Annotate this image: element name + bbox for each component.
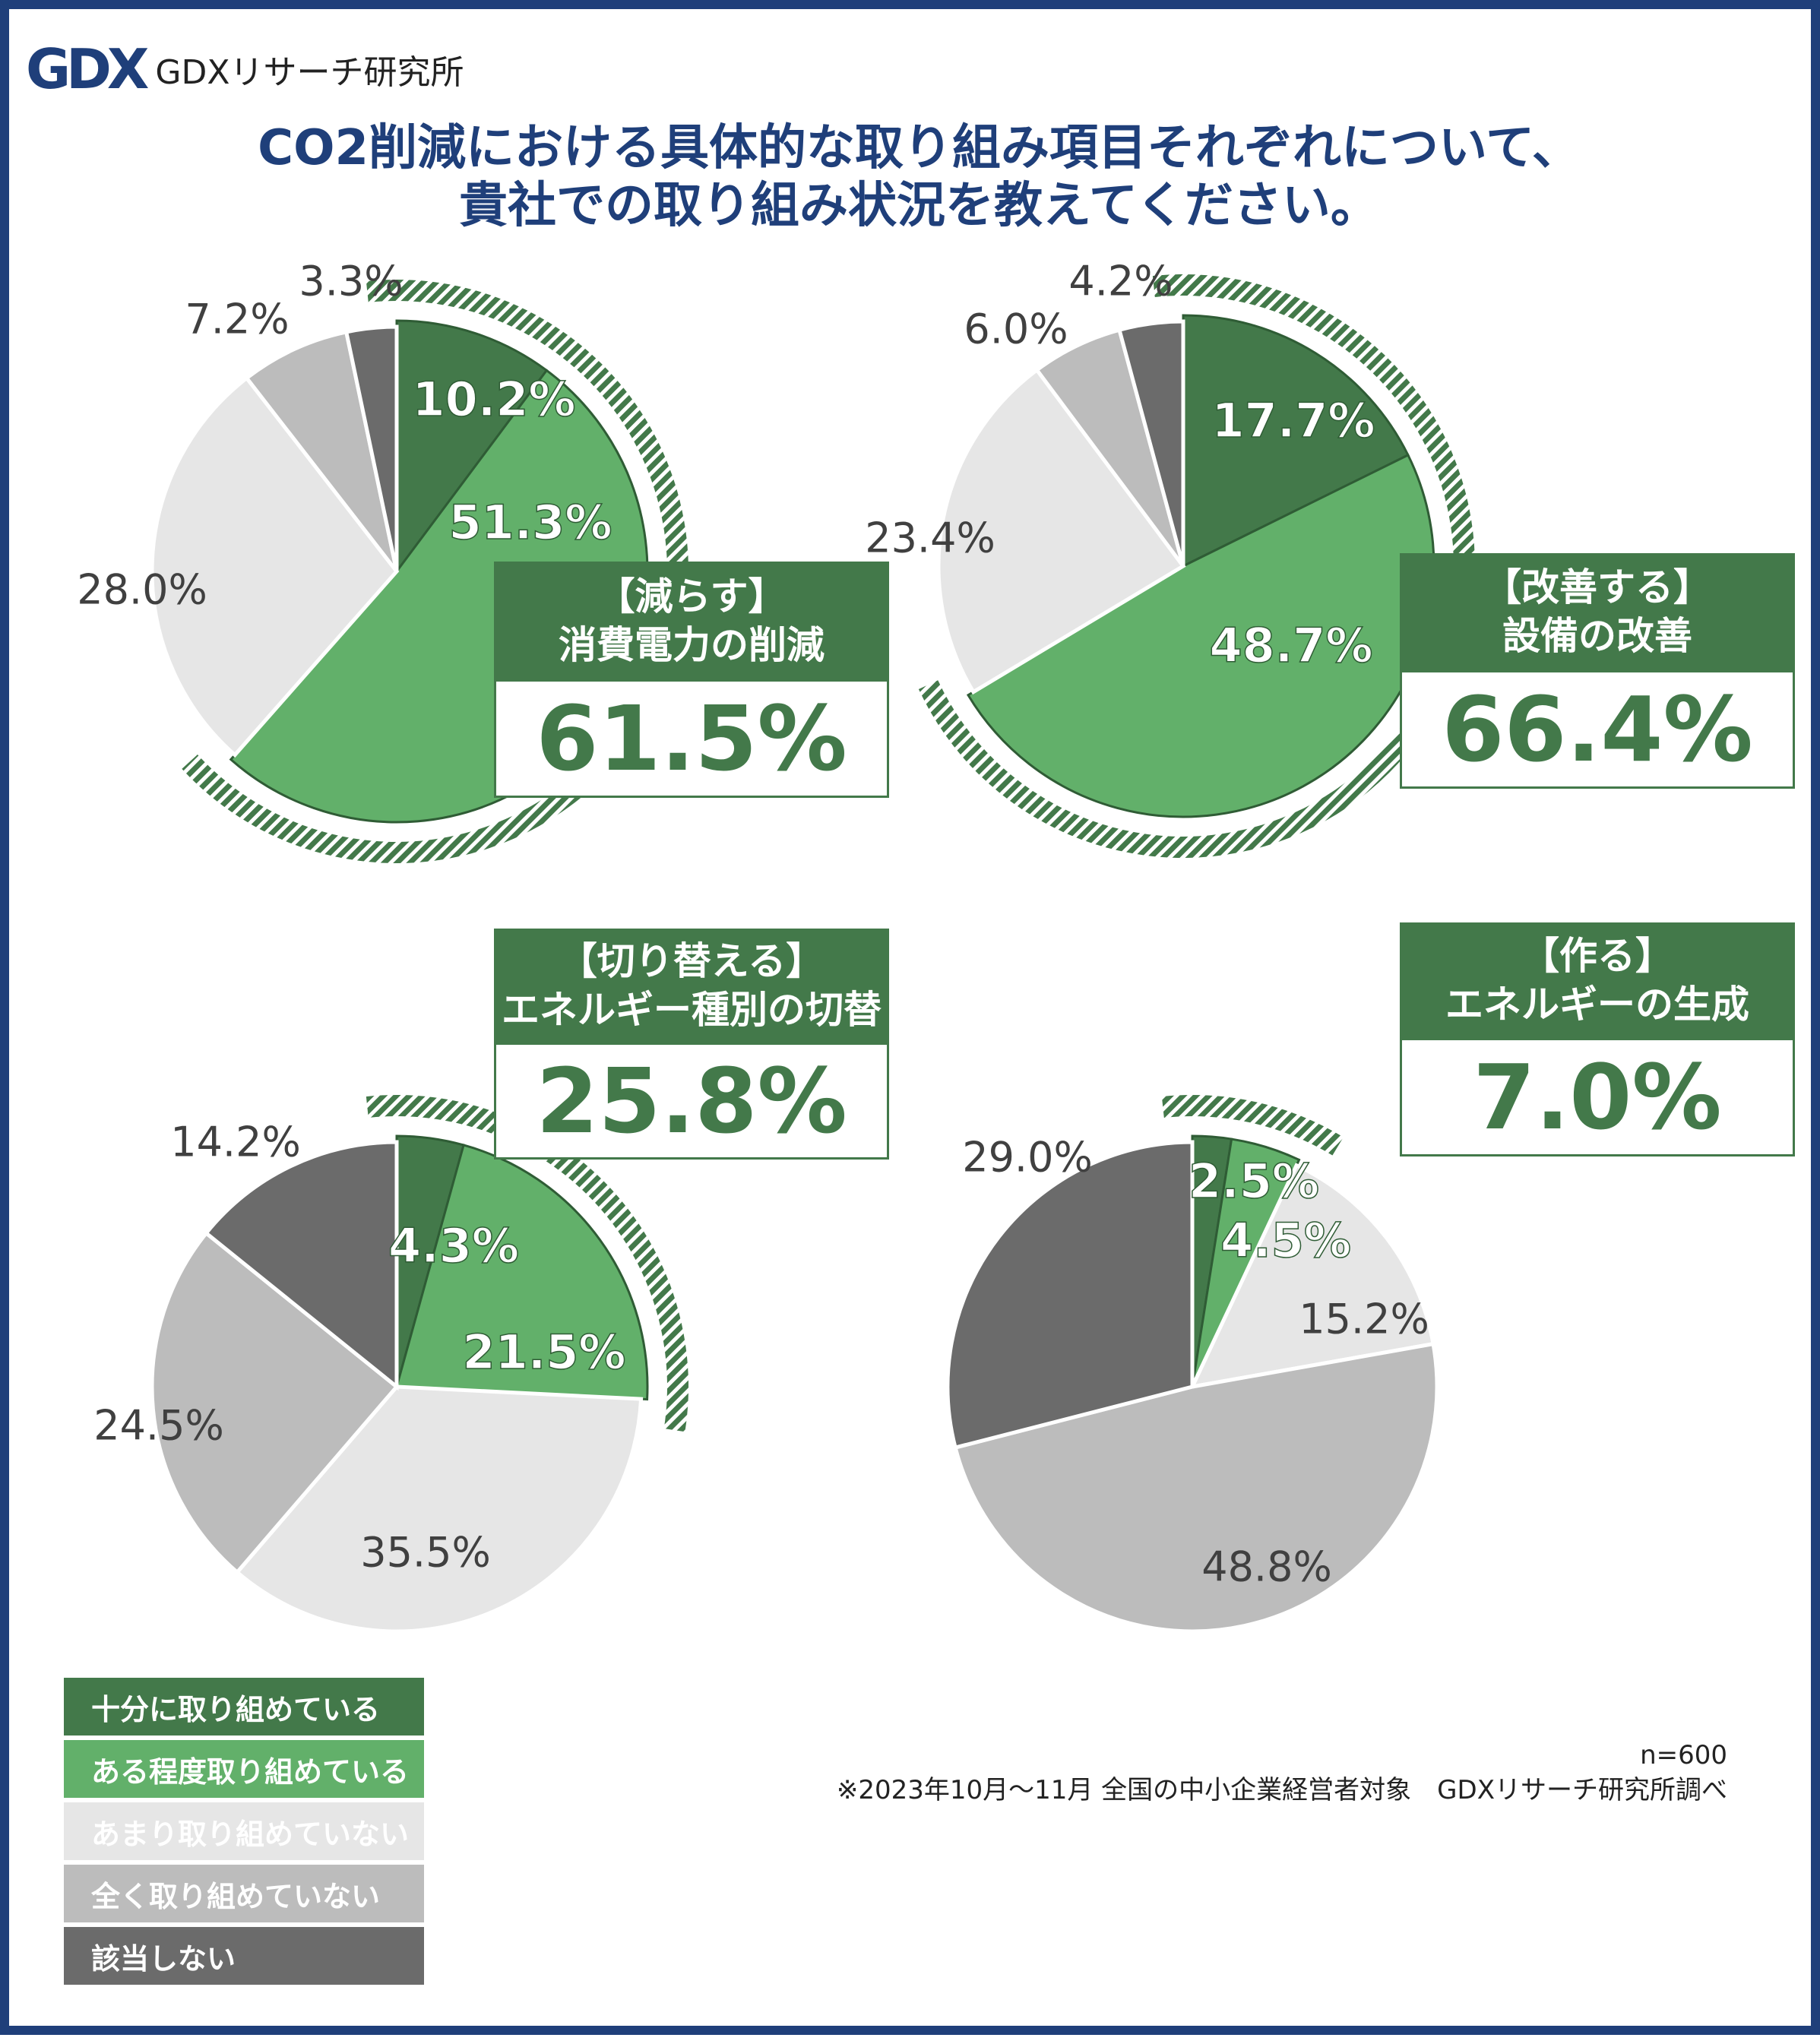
- pie-chart-3: 4.3% 21.5% 35.5% 24.5% 14.2%: [93, 1094, 689, 1634]
- slice-label-full: 10.2%: [412, 372, 575, 427]
- legend-label: 全く取り組めていない: [91, 1879, 381, 1913]
- callout-4-heading: 【作る】 エネルギーの生成: [1400, 922, 1795, 1038]
- slice-label-somewhat: 21.5%: [462, 1324, 625, 1380]
- callout-4-category: 【作る】: [1521, 934, 1673, 978]
- legend: 十分に取り組めている ある程度取り組めている あまり取り組めていない 全く取り組…: [64, 1678, 424, 1989]
- slice-full: [1182, 314, 1410, 568]
- pie-chart-2: 17.7% 48.7% 23.4% 6.0%4.2%: [865, 258, 1475, 858]
- highlight-arc: [1161, 1094, 1344, 1156]
- callout-2-heading: 【改善する】 設備の改善: [1400, 553, 1795, 670]
- logo-mark: GDX: [26, 37, 149, 101]
- logo: GDX GDXリサーチ研究所: [26, 37, 464, 101]
- callout-3-heading: 【切り替える】 エネルギー種別の切替: [494, 929, 889, 1043]
- title-line-1: CO2削減における具体的な取り組み項目それぞれについて、: [258, 120, 1581, 176]
- legend-label: ある程度取り組めている: [91, 1754, 410, 1789]
- slice-not-at-all: [953, 1341, 1439, 1634]
- slice-label-full: 4.3%: [388, 1218, 519, 1274]
- slice-na: [1116, 319, 1185, 567]
- slice-label-na: 4.2%: [1068, 258, 1173, 305]
- legend-item-full: 十分に取り組めている: [64, 1678, 424, 1736]
- slice-na: [945, 1140, 1195, 1451]
- slice-label-na: 14.2%: [170, 1119, 301, 1166]
- legend-label: あまり取り組めていない: [91, 1817, 410, 1851]
- callout-2-category: 【改善する】: [1483, 565, 1711, 609]
- pie-chart-4: 2.5%4.5% 15.2% 48.8% 29.0%: [945, 1094, 1439, 1634]
- slice-somewhat: [1191, 1137, 1301, 1387]
- callout-1-category: 【減らす】: [597, 574, 787, 619]
- legend-item-somewhat: ある程度取り組めている: [64, 1740, 424, 1798]
- slice-label-not-much: 28.0%: [77, 566, 207, 614]
- slice-label-na: 3.3%: [299, 258, 403, 305]
- slice-not-at-all: [150, 1230, 400, 1575]
- callout-1-item: 消費電力の削減: [559, 622, 825, 667]
- slice-label-not-at-all: 24.5%: [93, 1402, 224, 1450]
- callout-1-value: 61.5%: [494, 679, 889, 798]
- slice-na: [203, 1140, 399, 1391]
- footer: n=600 ※2023年10月～11月 全国の中小企業経営者対象 GDXリサーチ…: [837, 1738, 1727, 1808]
- callout-3-item: エネルギー種別の切替: [502, 988, 882, 1032]
- legend-label: 該当しない: [91, 1941, 236, 1976]
- pie-charts: 10.2% 51.3% 28.0% 7.2%3.3% 17.7% 48.7% 23.4% 6.…: [77, 258, 1475, 1634]
- slice-label-somewhat: 48.7%: [1209, 618, 1372, 673]
- slice-label-not-much: 35.5%: [360, 1529, 491, 1577]
- callout-4-value: 7.0%: [1400, 1038, 1795, 1156]
- page-title: CO2削減における具体的な取り組み項目それぞれについて、 貴社での取り組み状況を…: [9, 119, 1820, 235]
- callout-2-item: 設備の改善: [1502, 614, 1692, 658]
- highlight-arc: [182, 279, 688, 863]
- slice-label-not-much: 15.2%: [1299, 1296, 1429, 1343]
- slice-label-not-at-all: 7.2%: [185, 296, 289, 343]
- slice-label-full: 17.7%: [1211, 393, 1375, 448]
- slice-label-full: 2.5%: [1189, 1153, 1319, 1209]
- callout-2-value: 66.4%: [1400, 670, 1795, 789]
- slice-full: [395, 319, 549, 575]
- callout-4-item: エネルギーの生成: [1445, 982, 1749, 1027]
- slice-not-much: [150, 375, 400, 758]
- sample-size: n=600: [1640, 1740, 1727, 1770]
- slice-na: [343, 324, 399, 572]
- pie-chart-1: 10.2% 51.3% 28.0% 7.2%3.3%: [77, 258, 688, 863]
- callout-3-value: 25.8%: [494, 1043, 889, 1160]
- callout-1-heading: 【減らす】 消費電力の削減: [494, 562, 889, 679]
- slice-label-somewhat: 51.3%: [448, 495, 612, 550]
- legend-item-na: 該当しない: [64, 1927, 424, 1985]
- slice-not-much: [1189, 1163, 1435, 1390]
- survey-note: ※2023年10月～11月 全国の中小企業経営者対象 GDXリサーチ研究所調べ: [836, 1775, 1727, 1805]
- title-line-2: 貴社での取り組み状況を教えてください。: [459, 178, 1379, 234]
- slice-label-na: 29.0%: [962, 1134, 1093, 1182]
- legend-item-not-at-all: 全く取り組めていない: [64, 1865, 424, 1922]
- callout-3-category: 【切り替える】: [559, 939, 825, 983]
- slice-label-not-at-all: 6.0%: [964, 305, 1068, 353]
- logo-text: GDXリサーチ研究所: [155, 53, 464, 92]
- slice-label-not-much: 23.4%: [865, 514, 995, 562]
- slice-not-much: [234, 1384, 644, 1634]
- legend-label: 十分に取り組めている: [91, 1692, 381, 1726]
- slice-not-much: [936, 367, 1186, 695]
- slice-label-somewhat: 4.5%: [1220, 1213, 1351, 1268]
- slice-label-not-at-all: 48.8%: [1201, 1543, 1332, 1591]
- slice-not-at-all: [244, 329, 399, 573]
- legend-item-not-much: あまり取り組めていない: [64, 1802, 424, 1860]
